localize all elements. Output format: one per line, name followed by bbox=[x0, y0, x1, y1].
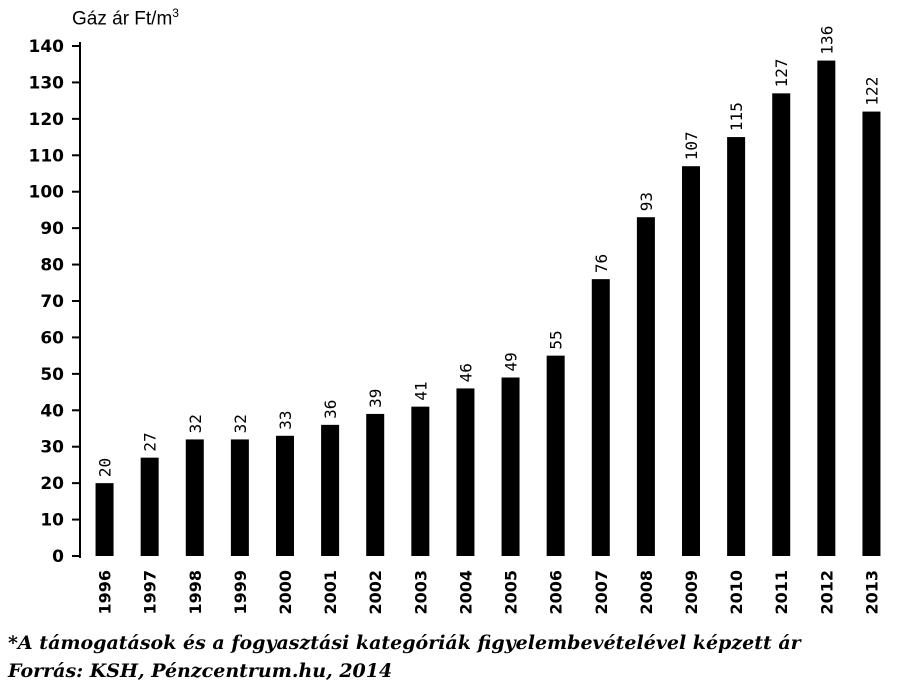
x-tick-label: 2005 bbox=[502, 570, 521, 615]
x-tick-label: 2001 bbox=[321, 570, 340, 615]
data-label: 122 bbox=[862, 77, 881, 106]
data-label: 33 bbox=[276, 411, 295, 430]
y-tick-label: 60 bbox=[40, 328, 64, 348]
x-tick-label: 2012 bbox=[817, 570, 836, 615]
data-label: 49 bbox=[502, 352, 521, 371]
y-tick-label: 0 bbox=[52, 547, 64, 567]
bar bbox=[862, 111, 881, 557]
data-label: 46 bbox=[456, 363, 475, 382]
y-tick-label: 130 bbox=[29, 73, 65, 93]
bar bbox=[456, 388, 475, 556]
x-tick-label: 2009 bbox=[682, 570, 701, 615]
y-tick-label: 120 bbox=[29, 110, 65, 130]
y-tick-label: 100 bbox=[29, 183, 65, 203]
data-label: 32 bbox=[186, 414, 205, 433]
y-tick-label: 80 bbox=[40, 256, 64, 276]
data-label: 55 bbox=[547, 330, 566, 349]
bar-chart: 0 10 20 30 40 50 60 70 80 90 100 110 120 130 140 20 1996… bbox=[29, 26, 882, 615]
y-tick-label: 110 bbox=[29, 146, 65, 166]
x-tick-label: 2002 bbox=[366, 570, 385, 615]
bar bbox=[140, 457, 159, 556]
bar bbox=[501, 377, 520, 556]
data-label: 41 bbox=[411, 381, 430, 400]
y-tick-label: 40 bbox=[40, 401, 64, 421]
x-tick-label: 1999 bbox=[231, 570, 250, 615]
bar bbox=[546, 355, 565, 556]
data-label: 20 bbox=[96, 458, 115, 477]
bar bbox=[411, 406, 430, 556]
x-tick-label: 2011 bbox=[772, 570, 791, 615]
bar bbox=[230, 439, 249, 556]
bar bbox=[817, 60, 836, 556]
bar bbox=[276, 435, 294, 556]
x-tick-label: 2008 bbox=[637, 570, 656, 615]
data-label: 27 bbox=[141, 432, 160, 451]
bar bbox=[682, 166, 700, 556]
data-label: 32 bbox=[231, 414, 250, 433]
data-label: 93 bbox=[637, 192, 656, 211]
bar bbox=[366, 413, 385, 556]
y-axis-title: Gáz ár Ft/m3 bbox=[72, 6, 179, 30]
source-note: Forrás: KSH, Pénzcentrum.hu, 2014 bbox=[8, 660, 393, 682]
y-tick-label: 90 bbox=[40, 219, 64, 239]
bar bbox=[636, 217, 655, 556]
footnote: *A támogatások és a fogyasztási kategóri… bbox=[8, 632, 801, 654]
x-tick-label: 2013 bbox=[862, 570, 881, 615]
y-tick-label: 70 bbox=[40, 292, 64, 312]
y-axis-title-text: Gáz ár Ft/m bbox=[72, 8, 173, 30]
data-label: 107 bbox=[682, 131, 701, 160]
x-tick-label: 2006 bbox=[547, 570, 566, 615]
x-tick-label: 2010 bbox=[727, 570, 746, 615]
y-tick-label: 20 bbox=[40, 474, 64, 494]
data-label: 39 bbox=[366, 389, 385, 408]
x-tick-label: 1996 bbox=[96, 570, 115, 615]
data-label: 76 bbox=[592, 254, 611, 273]
bar bbox=[95, 483, 114, 556]
bar bbox=[591, 279, 610, 556]
y-tick-label: 50 bbox=[40, 365, 64, 385]
y-tick-label: 30 bbox=[40, 438, 64, 458]
x-tick-label: 2003 bbox=[411, 570, 430, 615]
data-label: 36 bbox=[321, 400, 340, 419]
y-tick-label: 140 bbox=[29, 37, 65, 57]
bar bbox=[772, 93, 791, 556]
data-label: 127 bbox=[772, 58, 791, 87]
x-tick-label: 2004 bbox=[456, 570, 475, 615]
x-tick-label: 2000 bbox=[276, 570, 295, 615]
x-tick-label: 1997 bbox=[141, 570, 160, 615]
y-tick-label: 10 bbox=[40, 511, 64, 531]
data-label: 115 bbox=[727, 102, 746, 131]
x-tick-label: 2007 bbox=[592, 570, 611, 615]
y-axis-title-superscript: 3 bbox=[172, 6, 179, 20]
bar bbox=[727, 137, 746, 557]
data-label: 136 bbox=[817, 26, 836, 55]
bar bbox=[185, 439, 204, 556]
bar bbox=[321, 424, 340, 556]
x-tick-label: 1998 bbox=[186, 570, 205, 615]
